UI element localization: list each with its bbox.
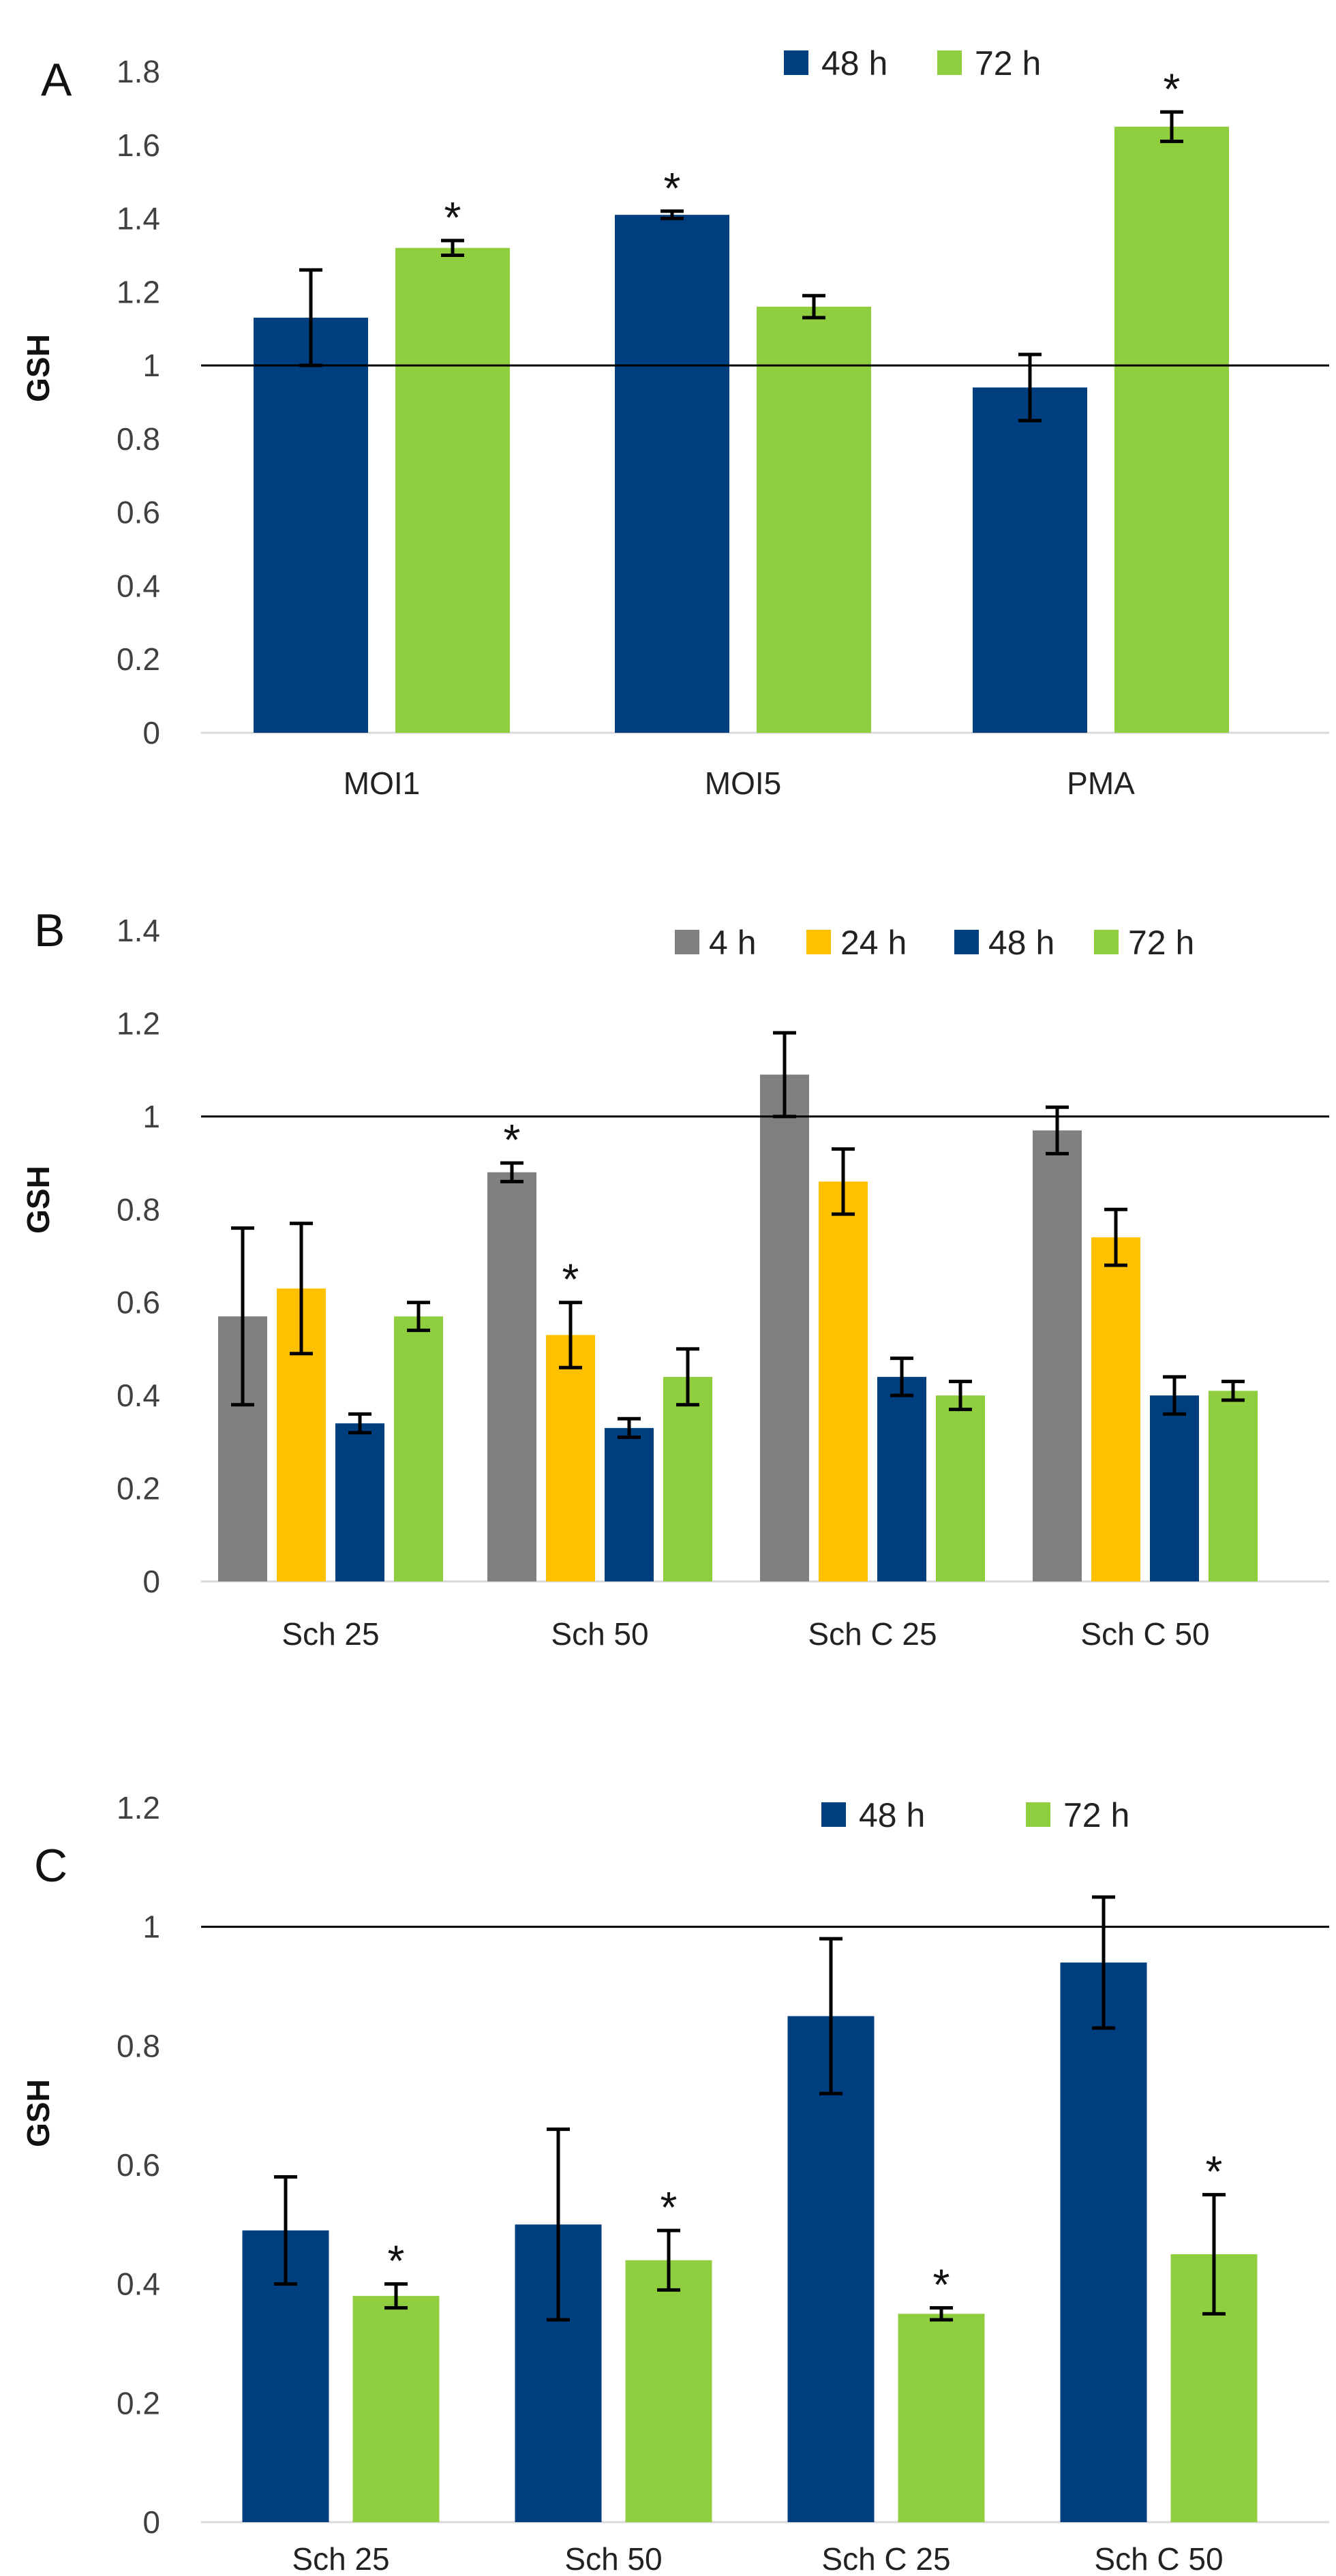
legend-swatch-48-h (784, 50, 808, 75)
significance-asterisk: * (1164, 64, 1181, 113)
y-axis-label: GSH (20, 2079, 56, 2147)
category-label-pma: PMA (1067, 766, 1135, 801)
y-axis-label: GSH (20, 1166, 56, 1234)
legend-label-72-h: 72 h (1128, 924, 1194, 962)
bar-24-h-sch-50 (546, 1335, 595, 1581)
significance-asterisk: * (661, 2183, 678, 2232)
panel-letter: B (34, 905, 65, 956)
legend-swatch-72-h (1094, 930, 1119, 954)
bar-4-h-sch-c-50 (1033, 1130, 1082, 1581)
y-tick-label: 1 (142, 1909, 160, 1945)
y-tick-label: 1.6 (117, 127, 160, 163)
y-tick-label: 1.4 (117, 201, 160, 237)
legend-swatch-48-h (821, 1802, 846, 1827)
bar-72-h-sch-c-25 (936, 1395, 985, 1581)
bar-24-h-sch-c-25 (819, 1181, 868, 1581)
bar-48-h-sch-50 (605, 1427, 654, 1581)
bar-24-h-sch-c-50 (1091, 1237, 1140, 1581)
category-label-sch-c-50: Sch C 50 (1080, 1616, 1209, 1652)
legend-label-72-h: 72 h (975, 44, 1041, 82)
significance-asterisk: * (664, 164, 681, 213)
category-label-sch-c-50: Sch C 50 (1094, 2541, 1223, 2576)
y-tick-label: 1.4 (117, 913, 160, 948)
y-axis-label: GSH (20, 334, 56, 402)
legend-swatch-72-h (937, 50, 962, 75)
panel-letter: C (34, 1840, 67, 1892)
y-tick-label: 0.8 (117, 1192, 160, 1227)
y-tick-label: 1.8 (117, 54, 160, 89)
bar-72-h-sch-25 (352, 2296, 440, 2522)
bar-72-h-moi1 (395, 247, 510, 733)
legend-label-72-h: 72 h (1063, 1796, 1129, 1834)
y-tick-label: 1 (142, 348, 160, 383)
y-tick-label: 0 (142, 715, 160, 751)
significance-asterisk: * (388, 2237, 405, 2286)
category-label-sch-c-25: Sch C 25 (821, 2541, 950, 2576)
y-tick-label: 0 (142, 1564, 160, 1599)
bar-72-h-sch-c-50 (1209, 1391, 1258, 1581)
bar-72-h-moi5 (757, 306, 871, 733)
y-tick-label: 0.6 (117, 2147, 160, 2183)
category-label-sch-50: Sch 50 (551, 1616, 648, 1652)
y-tick-label: 0.2 (117, 641, 160, 677)
bar-48-h-moi1 (254, 318, 368, 733)
legend-label-48-h: 48 h (821, 44, 887, 82)
legend-label-24-h: 24 h (840, 924, 907, 962)
y-tick-label: 0.6 (117, 495, 160, 530)
significance-asterisk: * (933, 2260, 950, 2309)
legend-swatch-24-h (806, 930, 831, 954)
y-tick-label: 0.4 (117, 1378, 160, 1413)
bar-72-h-sch-50 (625, 2260, 712, 2522)
panel-letter: A (41, 54, 72, 106)
legend-label-48-h: 48 h (859, 1796, 925, 1834)
significance-asterisk: * (504, 1115, 521, 1164)
y-tick-label: 1.2 (117, 274, 160, 309)
y-tick-label: 0.8 (117, 2028, 160, 2063)
bar-72-h-pma (1114, 126, 1229, 733)
bar-48-h-sch-c-50 (1150, 1395, 1199, 1581)
significance-asterisk: * (1206, 2147, 1223, 2196)
bar-72-h-sch-50 (663, 1376, 712, 1581)
category-label-sch-c-25: Sch C 25 (808, 1616, 937, 1652)
category-label-sch-25: Sch 25 (282, 1616, 379, 1652)
legend-swatch-72-h (1026, 1802, 1050, 1827)
panel-b-chart: B GSH 0 0.2 0.4 0.6 0.8 1 1.2 1.4 Sch 25 * * Sch 50 Sc… (20, 905, 1329, 1652)
y-tick-label: 1 (142, 1099, 160, 1134)
bar-4-h-sch-50 (487, 1172, 536, 1581)
y-tick-label: 1.2 (117, 1005, 160, 1041)
y-tick-label: 0 (142, 2504, 160, 2540)
y-tick-label: 1.2 (117, 1790, 160, 1825)
legend-swatch-4-h (675, 930, 699, 954)
y-tick-label: 0.2 (117, 2385, 160, 2421)
category-label-sch-50: Sch 50 (564, 2541, 662, 2576)
significance-asterisk: * (562, 1255, 579, 1304)
y-tick-label: 0.8 (117, 421, 160, 457)
bar-48-h-pma (973, 387, 1087, 733)
bar-48-h-sch-25 (335, 1423, 384, 1581)
bar-48-h-moi5 (615, 215, 729, 733)
bar-48-h-sch-c-50 (1060, 1963, 1147, 2522)
y-tick-label: 0.2 (117, 1471, 160, 1506)
legend-label-4-h: 4 h (709, 924, 757, 962)
y-tick-label: 0.6 (117, 1285, 160, 1320)
y-tick-label: 0.4 (117, 2267, 160, 2302)
panel-a-chart: A GSH 0 0.2 0.4 0.6 0.8 1 1.2 1.4 1.6 1.8 * MOI1 * MOI5… (20, 44, 1329, 801)
bar-72-h-sch-c-25 (898, 2314, 985, 2522)
significance-asterisk: * (444, 193, 461, 242)
bar-48-h-sch-c-25 (877, 1376, 926, 1581)
bar-72-h-sch-25 (394, 1316, 443, 1581)
panel-c-chart: C GSH 0 0.2 0.4 0.6 0.8 1 1.2 * Sch 25 * Sch 50 * Sch … (20, 1790, 1329, 2576)
legend-swatch-48-h (954, 930, 979, 954)
bar-4-h-sch-c-25 (760, 1074, 809, 1581)
legend-label-48-h: 48 h (988, 924, 1054, 962)
category-label-moi5: MOI5 (705, 766, 781, 801)
category-label-moi1: MOI1 (344, 766, 420, 801)
y-tick-label: 0.4 (117, 568, 160, 603)
category-label-sch-25: Sch 25 (292, 2541, 389, 2576)
bar-48-h-sch-c-25 (787, 2016, 875, 2522)
